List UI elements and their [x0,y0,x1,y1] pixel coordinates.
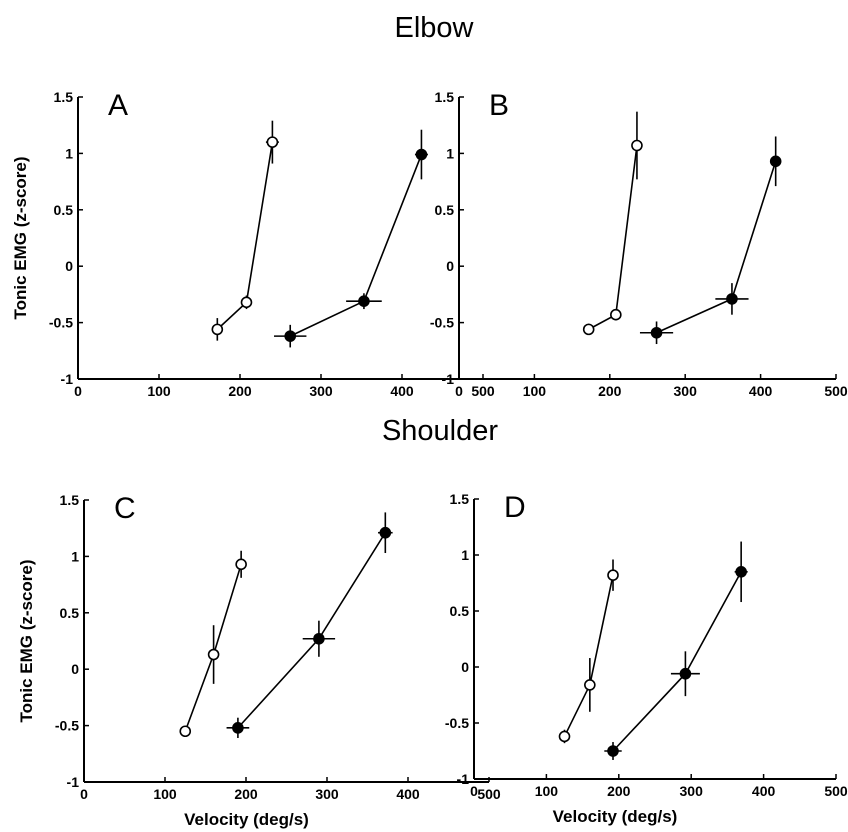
filled-data-point [284,330,297,342]
y-tick-label: 0 [446,258,454,274]
y-tick-label: 0 [71,661,79,677]
x-tick-label: 300 [315,786,339,802]
filled-data-point [379,526,392,539]
filled-data-point [415,148,428,161]
filled-data-point [679,667,692,680]
y-tick-label: 0.5 [435,202,455,218]
x-tick-label: 100 [147,383,171,399]
y-tick-label: 1 [71,548,79,564]
panel-label: C [114,492,136,525]
panel-label: A [108,89,128,122]
y-tick-label: 1 [461,547,469,563]
filled-series-line [237,532,386,729]
panel-b: 0 100 200 300 400 500 -1 -0.5 0 0.5 1 1.5 B [430,89,848,399]
filled-series-line [656,161,777,334]
filled-series-line [612,571,742,752]
x-tick-label: 500 [824,383,848,399]
panel-label: B [489,89,509,122]
filled-data-point [726,293,738,305]
open-series-line [563,574,614,737]
open-data-point [211,323,224,336]
open-data-point [610,308,622,321]
x-tick-label: 300 [309,383,333,399]
y-tick-label: 0.5 [450,603,470,619]
shoulder-section-title: Shoulder [381,415,499,447]
x-tick-label: 200 [234,786,258,802]
panel-d: 0 100 200 300 400 500 -1 -0.5 0 0.5 1 1.5 D Velocity … [445,491,848,826]
x-tick-label: 200 [598,383,622,399]
filled-series-line [289,154,423,337]
x-tick-label: 200 [607,783,631,799]
open-data-point [631,139,643,152]
x-tick-label: 0 [74,383,82,399]
y-tick-label: -1 [442,371,455,387]
y-tick-label: 1.5 [450,491,470,507]
filled-data-point [358,295,370,307]
y-tick-label: 0 [65,258,73,274]
y-tick-label: -0.5 [445,715,469,731]
y-tick-label: -1 [61,371,74,387]
x-axis-title: Velocity (deg/s) [184,810,309,829]
y-tick-label: 0 [461,659,469,675]
y-tick-label: 0.5 [54,202,74,218]
x-tick-label: 400 [752,783,776,799]
y-tick-label: -0.5 [49,315,73,331]
open-series-line [588,145,638,331]
x-tick-label: 400 [390,383,414,399]
open-data-point [607,569,619,581]
elbow-section-title: Elbow [394,12,474,44]
y-axis-title: Tonic EMG (z-score) [17,559,36,722]
open-data-point [584,679,596,691]
y-tick-label: 0.5 [60,605,80,621]
x-tick-label: 100 [153,786,177,802]
y-axis-title: Tonic EMG (z-score) [11,156,30,319]
open-data-point [558,730,571,743]
x-tick-label: 500 [471,383,495,399]
x-tick-label: 200 [228,383,252,399]
y-tick-label: 1.5 [54,89,74,105]
open-data-point [179,725,192,738]
open-data-point [207,648,220,661]
x-tick-label: 0 [455,383,463,399]
y-tick-label: 1.5 [435,89,455,105]
y-tick-label: -0.5 [55,718,79,734]
y-tick-label: -1 [67,774,80,790]
y-tick-label: 1 [65,145,73,161]
x-tick-label: 100 [535,783,559,799]
panel-label: D [504,491,526,524]
y-tick-label: -0.5 [430,315,454,331]
x-tick-label: 400 [396,786,420,802]
y-tick-label: -1 [457,771,470,787]
filled-data-point [735,565,747,578]
x-tick-label: 0 [80,786,88,802]
filled-data-point [607,745,619,757]
x-tick-label: 400 [749,383,773,399]
open-data-point [582,323,595,336]
open-data-point [240,296,253,309]
x-tick-label: 100 [523,383,547,399]
x-tick-label: 300 [680,783,704,799]
x-tick-label: 500 [824,783,848,799]
filled-data-point [232,722,244,734]
open-data-point [266,136,279,148]
x-tick-label: 0 [470,783,478,799]
filled-data-point [650,326,663,339]
filled-data-point [313,632,325,645]
y-tick-label: 1.5 [60,492,80,508]
x-tick-label: 500 [477,786,501,802]
filled-data-point [769,155,782,168]
x-axis-title: Velocity (deg/s) [553,807,678,826]
open-data-point [235,558,247,571]
x-tick-label: 300 [674,383,698,399]
y-tick-label: 1 [446,145,454,161]
